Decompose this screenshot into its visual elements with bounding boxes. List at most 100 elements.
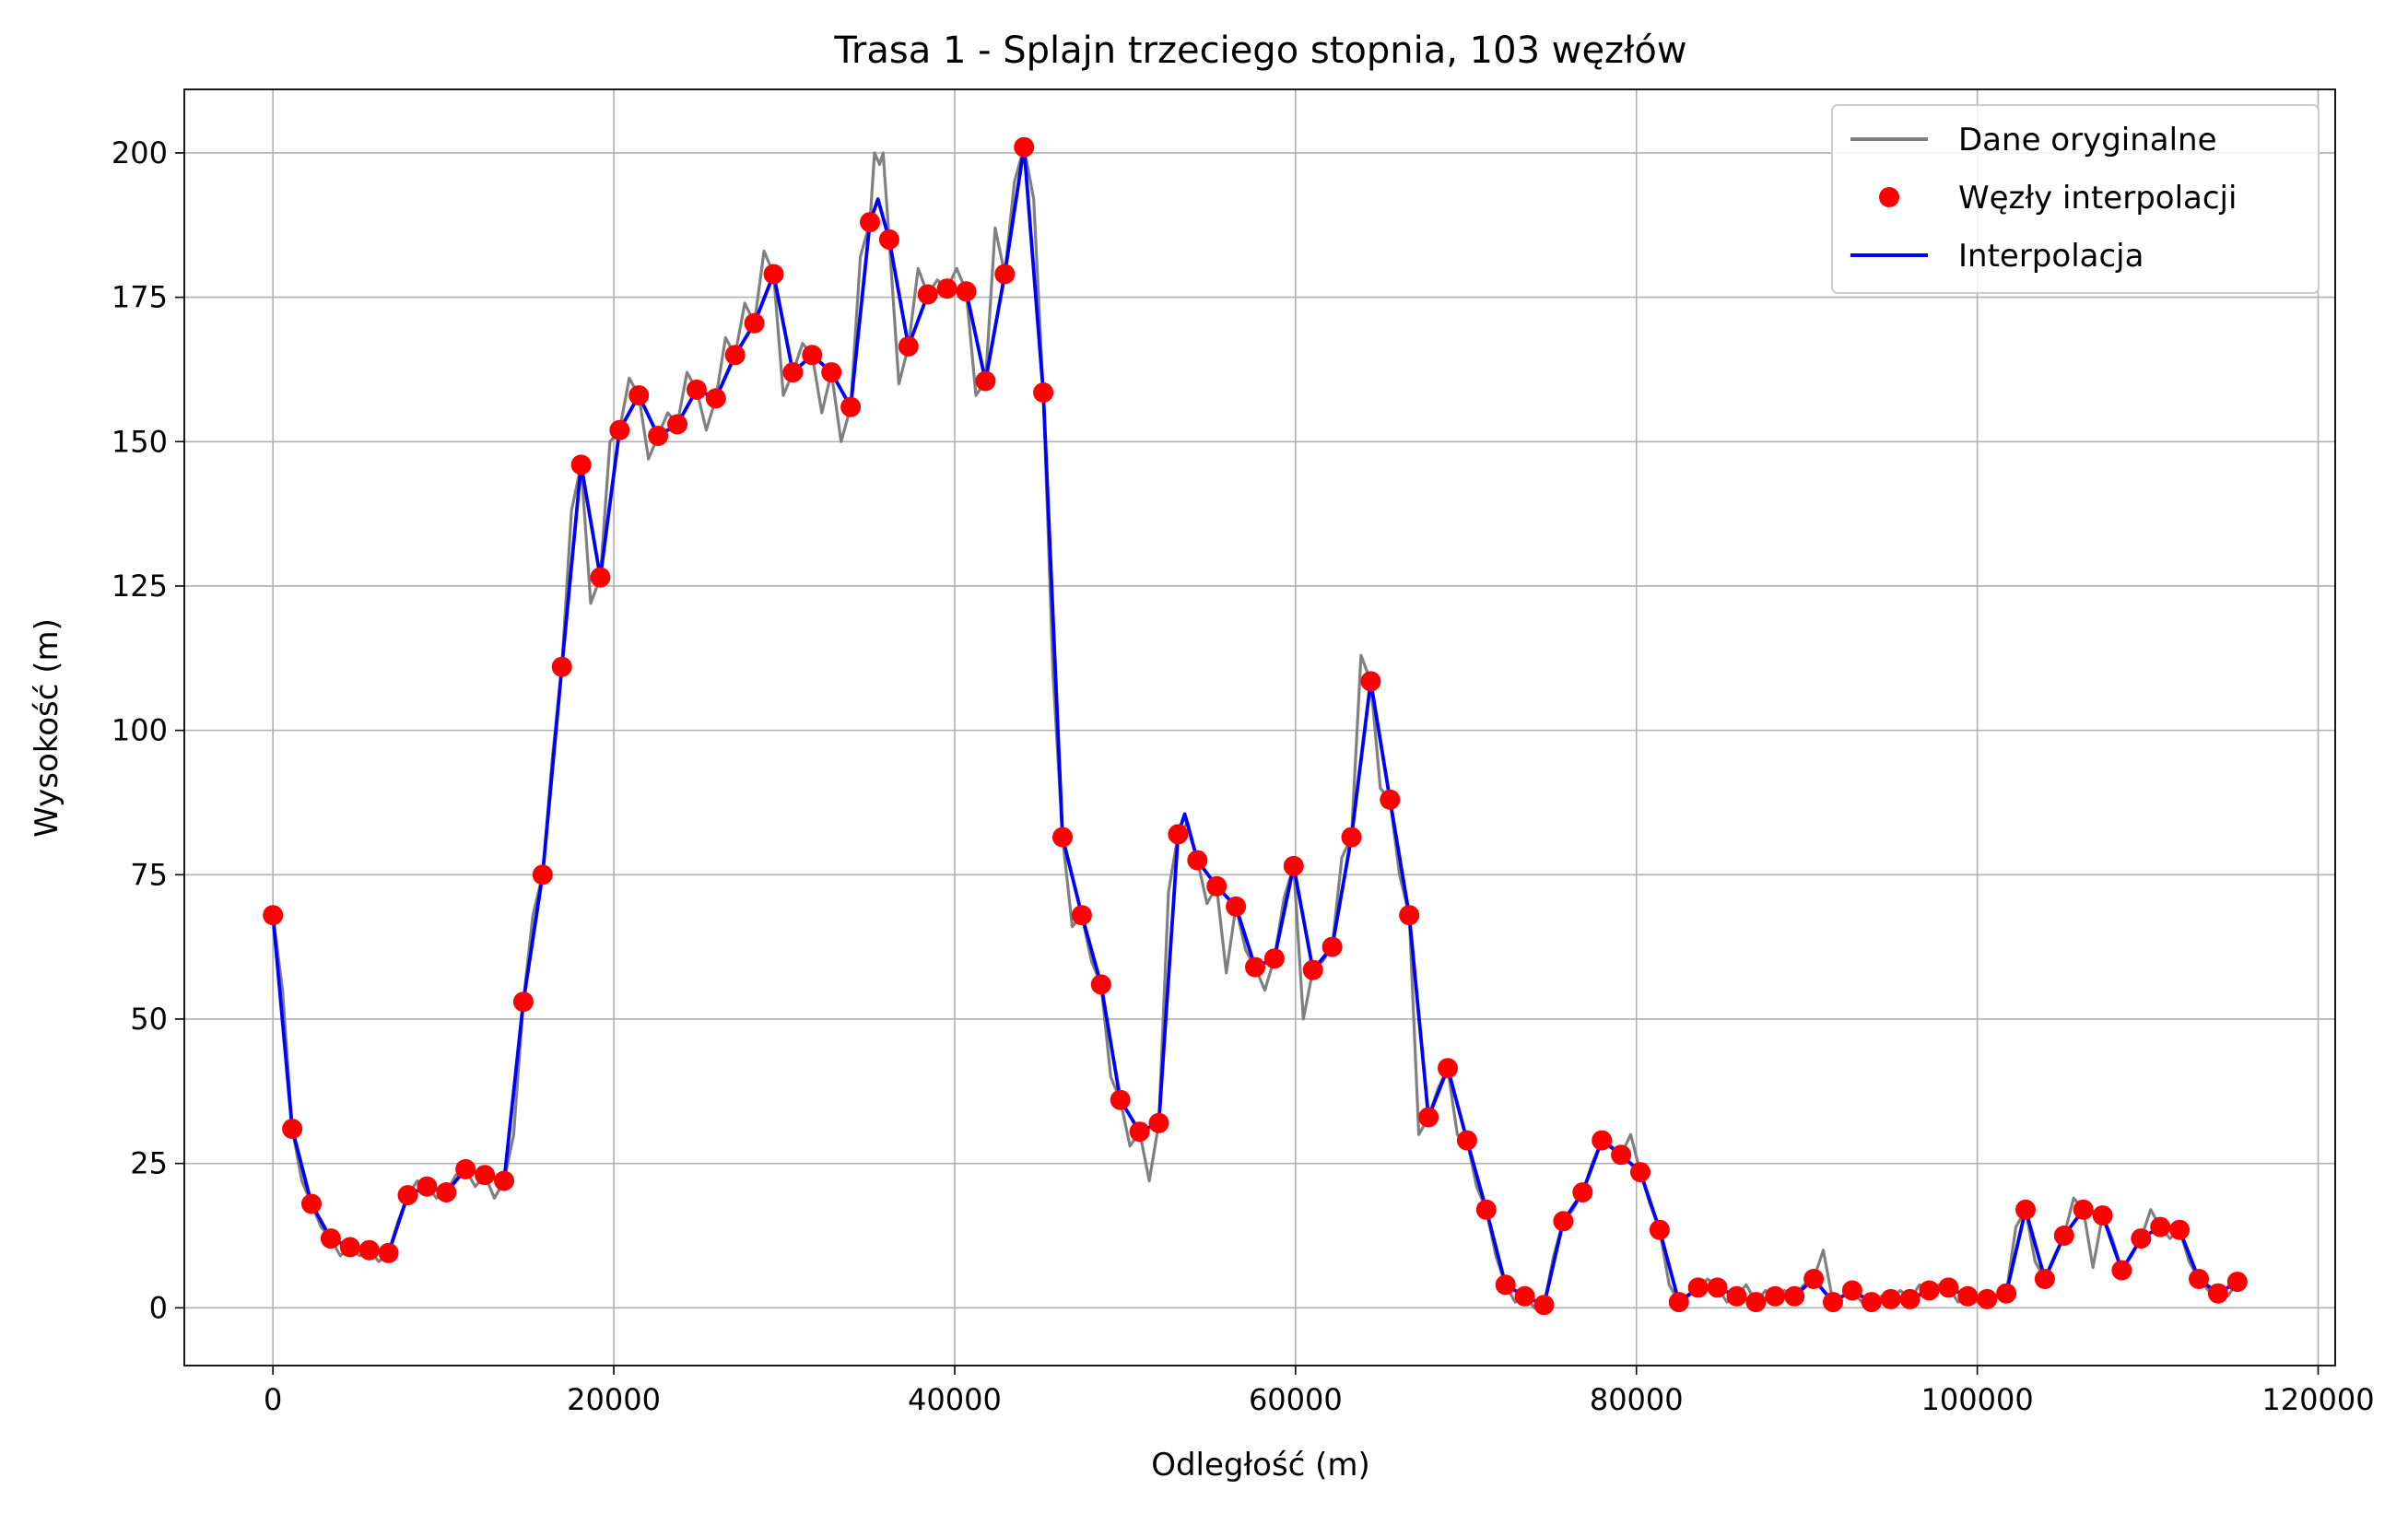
interpolation-node-point <box>1687 1277 1709 1298</box>
interpolation-node-point <box>802 345 823 366</box>
interpolation-node-point <box>1784 1285 1805 1307</box>
interpolation-node-point <box>686 379 707 400</box>
interpolation-node-point <box>1168 824 1189 845</box>
interpolation-node-point <box>1341 827 1362 848</box>
interpolation-node-point <box>475 1165 496 1186</box>
interpolation-node-point <box>1841 1280 1862 1301</box>
x-tick-label: 60000 <box>1249 1382 1343 1417</box>
interpolation-node-point <box>1899 1288 1921 1309</box>
x-tick-label: 100000 <box>1921 1382 2034 1417</box>
interpolation-node-point <box>512 991 534 1013</box>
interpolation-node-point <box>1071 905 1092 926</box>
interpolation-node-point <box>628 385 650 406</box>
interpolation-node-point <box>339 1237 360 1258</box>
interpolation-node-point <box>1226 896 1247 917</box>
y-tick-label: 0 <box>149 1290 168 1325</box>
x-tick-label: 0 <box>264 1382 282 1417</box>
interpolation-node-point <box>2015 1199 2036 1220</box>
interpolation-node-point <box>1187 850 1208 871</box>
interpolation-node-point <box>1399 905 1420 926</box>
interpolation-node-point <box>975 370 996 392</box>
interpolation-node-point <box>1033 382 1054 403</box>
interpolation-node-point <box>2053 1226 2074 1246</box>
y-tick-label: 50 <box>130 1002 168 1037</box>
interpolation-node-point <box>301 1193 322 1214</box>
y-tick-label: 25 <box>130 1146 168 1181</box>
interpolation-node-point <box>1014 136 1035 158</box>
interpolation-node-point <box>2169 1219 2191 1240</box>
interpolation-node-point <box>1380 789 1401 810</box>
interpolation-node-point <box>1668 1292 1689 1313</box>
y-tick-label: 125 <box>112 569 168 604</box>
interpolation-node-point <box>994 264 1016 285</box>
interpolation-node-point <box>1880 1288 1901 1309</box>
interpolation-node-point <box>417 1176 438 1197</box>
interpolation-node-point <box>2131 1228 2152 1249</box>
interpolation-node-point <box>1052 827 1073 848</box>
y-tick-label: 175 <box>112 280 168 315</box>
interpolation-node-point <box>1263 948 1285 969</box>
interpolation-node-point <box>1938 1277 1959 1298</box>
interpolation-node-point <box>2226 1272 2248 1293</box>
interpolation-node-point <box>436 1182 457 1202</box>
interpolation-node-point <box>320 1228 341 1249</box>
legend-box <box>1831 104 2320 294</box>
interpolation-node-point <box>532 864 553 886</box>
interpolation-node-point <box>1861 1292 1882 1313</box>
interpolation-node-point <box>2073 1199 2094 1220</box>
interpolation-node-point <box>667 414 687 435</box>
plot-frame <box>183 88 2336 1366</box>
x-axis-label: Odległość (m) <box>1151 1447 1370 1484</box>
interpolation-node-point <box>1438 1058 1458 1079</box>
interpolation-node-point <box>763 264 784 285</box>
interpolation-node-point <box>821 362 842 383</box>
chart-title: Trasa 1 - Splajn trzeciego stopnia, 103 … <box>833 29 1686 72</box>
interpolation-node-point <box>1283 855 1304 876</box>
interpolation-node-point <box>956 281 977 302</box>
interpolation-node-point <box>282 1119 303 1140</box>
interpolation-node-point <box>1611 1144 1632 1166</box>
interpolation-node-point <box>1533 1295 1555 1316</box>
interpolation-node-point <box>1302 959 1323 980</box>
interpolation-node-point <box>378 1242 399 1263</box>
legend-interpolation-label: Interpolacja <box>1958 238 2144 275</box>
interpolation-node-point <box>860 212 880 233</box>
grid <box>184 89 2335 1366</box>
interpolation-node-point <box>1823 1292 1843 1313</box>
interpolation-node-point <box>1919 1280 1940 1301</box>
axis-ticks: 0 20000 40000 60000 80000 100000 120000 0 25 50 75… <box>112 135 2375 1417</box>
interpolation-node-point <box>609 419 630 440</box>
interpolation-node-point <box>1245 956 1265 978</box>
interpolation-node-point <box>397 1185 418 1206</box>
interpolation-node-point <box>263 905 284 926</box>
y-tick-label: 100 <box>112 713 168 748</box>
interpolation-node-point <box>1592 1130 1613 1151</box>
interpolation-node-point <box>1649 1219 1670 1240</box>
interpolation-node-point <box>494 1170 514 1191</box>
interpolation-node-point <box>1726 1285 1747 1307</box>
legend-nodes-swatch <box>1879 187 1899 207</box>
interpolation-node-point <box>898 335 919 357</box>
interpolation-node-point <box>1977 1288 1998 1309</box>
interpolation-node-point <box>1553 1211 1574 1232</box>
interpolation-node-point <box>648 426 669 446</box>
interpolation-node-point <box>1321 936 1343 957</box>
interpolation-node-point <box>1418 1107 1439 1128</box>
interpolation-node-point <box>1630 1162 1650 1183</box>
interpolation-node-point <box>1456 1130 1477 1151</box>
interpolation-node-point <box>2092 1205 2113 1226</box>
interpolation-node-point <box>917 284 938 305</box>
interpolation-node-point <box>705 388 726 409</box>
interpolation-node-point <box>2207 1283 2228 1304</box>
interpolation-node-point <box>2034 1269 2055 1289</box>
interpolation-node-point <box>840 396 862 417</box>
interpolation-node-point <box>1707 1277 1728 1298</box>
interpolation-node-point <box>2111 1260 2132 1281</box>
interpolation-node-point <box>1360 671 1381 692</box>
interpolation-node-point <box>1803 1269 1825 1289</box>
interpolation-node-point <box>570 454 592 475</box>
interpolation-node-point <box>1495 1274 1516 1296</box>
interpolation-node-point <box>2189 1269 2209 1289</box>
interpolation-node-point <box>1110 1089 1131 1110</box>
interpolation-node-point <box>358 1239 380 1261</box>
